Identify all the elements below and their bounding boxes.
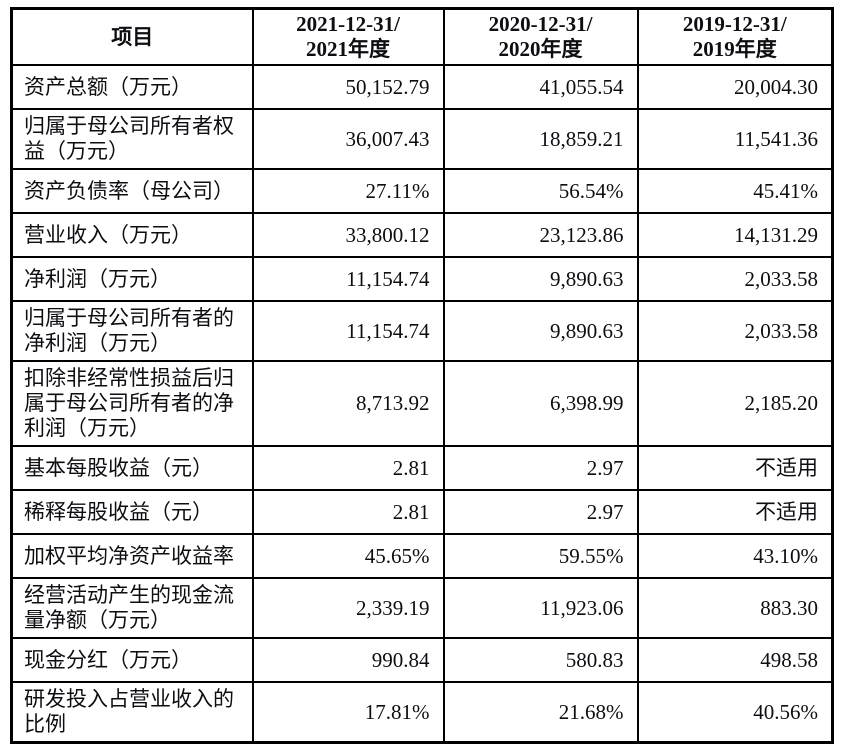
- item-cell: 扣除非经常性损益后归属于母公司所有者的净利润（万元）: [10, 360, 254, 447]
- value-cell: 11,154.74: [251, 300, 445, 362]
- value-cell: 990.84: [251, 637, 445, 683]
- value-cell: 33,800.12: [251, 212, 445, 258]
- value-cell: 498.58: [636, 637, 834, 683]
- financial-summary-table: 项目 2021-12-31/ 2021年度 2020-12-31/ 2020年度…: [10, 7, 834, 744]
- header-row: 项目 2021-12-31/ 2021年度 2020-12-31/ 2020年度…: [10, 7, 834, 66]
- table-row: 稀释每股收益（元） 2.81 2.97 不适用: [10, 489, 834, 535]
- value-cell: 2.81: [251, 445, 445, 491]
- value-cell: 18,859.21: [442, 108, 639, 170]
- table-row: 经营活动产生的现金流量净额（万元） 2,339.19 11,923.06 883…: [10, 577, 834, 639]
- value-cell: 59.55%: [442, 533, 639, 579]
- table-row: 现金分红（万元） 990.84 580.83 498.58: [10, 637, 834, 683]
- value-cell: 27.11%: [251, 168, 445, 214]
- value-cell: 40.56%: [636, 681, 834, 744]
- header-cell-item: 项目: [10, 7, 254, 66]
- item-cell: 净利润（万元）: [10, 256, 254, 302]
- table-row: 营业收入（万元） 33,800.12 23,123.86 14,131.29: [10, 212, 834, 258]
- table-row: 扣除非经常性损益后归属于母公司所有者的净利润（万元） 8,713.92 6,39…: [10, 360, 834, 447]
- value-cell: 9,890.63: [442, 300, 639, 362]
- value-cell: 2,339.19: [251, 577, 445, 639]
- value-cell: 36,007.43: [251, 108, 445, 170]
- value-cell: 580.83: [442, 637, 639, 683]
- value-cell: 6,398.99: [442, 360, 639, 447]
- item-cell: 现金分红（万元）: [10, 637, 254, 683]
- value-cell: 2,185.20: [636, 360, 834, 447]
- item-cell: 归属于母公司所有者权益（万元）: [10, 108, 254, 170]
- header-cell-period-2021: 2021-12-31/ 2021年度: [251, 7, 445, 66]
- value-cell: 41,055.54: [442, 64, 639, 110]
- item-cell: 资产负债率（母公司）: [10, 168, 254, 214]
- table-row: 归属于母公司所有者权益（万元） 36,007.43 18,859.21 11,5…: [10, 108, 834, 170]
- value-cell: 8,713.92: [251, 360, 445, 447]
- value-cell: 17.81%: [251, 681, 445, 744]
- item-cell: 归属于母公司所有者的净利润（万元）: [10, 300, 254, 362]
- table-header: 项目 2021-12-31/ 2021年度 2020-12-31/ 2020年度…: [10, 7, 834, 66]
- header-cell-period-2020: 2020-12-31/ 2020年度: [442, 7, 639, 66]
- value-cell: 50,152.79: [251, 64, 445, 110]
- table-row: 资产总额（万元） 50,152.79 41,055.54 20,004.30: [10, 64, 834, 110]
- item-cell: 经营活动产生的现金流量净额（万元）: [10, 577, 254, 639]
- value-cell: 43.10%: [636, 533, 834, 579]
- value-cell: 14,131.29: [636, 212, 834, 258]
- table-row: 净利润（万元） 11,154.74 9,890.63 2,033.58: [10, 256, 834, 302]
- item-cell: 稀释每股收益（元）: [10, 489, 254, 535]
- value-cell: 不适用: [636, 445, 834, 491]
- table-row: 资产负债率（母公司） 27.11% 56.54% 45.41%: [10, 168, 834, 214]
- value-cell: 45.41%: [636, 168, 834, 214]
- item-cell: 基本每股收益（元）: [10, 445, 254, 491]
- table-row: 加权平均净资产收益率 45.65% 59.55% 43.10%: [10, 533, 834, 579]
- value-cell: 20,004.30: [636, 64, 834, 110]
- value-cell: 11,541.36: [636, 108, 834, 170]
- value-cell: 不适用: [636, 489, 834, 535]
- value-cell: 2.81: [251, 489, 445, 535]
- value-cell: 21.68%: [442, 681, 639, 744]
- value-cell: 2.97: [442, 489, 639, 535]
- value-cell: 2,033.58: [636, 256, 834, 302]
- value-cell: 56.54%: [442, 168, 639, 214]
- value-cell: 11,923.06: [442, 577, 639, 639]
- table-row: 基本每股收益（元） 2.81 2.97 不适用: [10, 445, 834, 491]
- value-cell: 2.97: [442, 445, 639, 491]
- header-cell-period-2019: 2019-12-31/ 2019年度: [636, 7, 834, 66]
- table-body: 资产总额（万元） 50,152.79 41,055.54 20,004.30 归…: [10, 64, 834, 744]
- value-cell: 2,033.58: [636, 300, 834, 362]
- value-cell: 11,154.74: [251, 256, 445, 302]
- value-cell: 883.30: [636, 577, 834, 639]
- item-cell: 加权平均净资产收益率: [10, 533, 254, 579]
- value-cell: 9,890.63: [442, 256, 639, 302]
- item-cell: 营业收入（万元）: [10, 212, 254, 258]
- table-row: 研发投入占营业收入的比例 17.81% 21.68% 40.56%: [10, 681, 834, 744]
- item-cell: 资产总额（万元）: [10, 64, 254, 110]
- table-row: 归属于母公司所有者的净利润（万元） 11,154.74 9,890.63 2,0…: [10, 300, 834, 362]
- value-cell: 45.65%: [251, 533, 445, 579]
- value-cell: 23,123.86: [442, 212, 639, 258]
- item-cell: 研发投入占营业收入的比例: [10, 681, 254, 744]
